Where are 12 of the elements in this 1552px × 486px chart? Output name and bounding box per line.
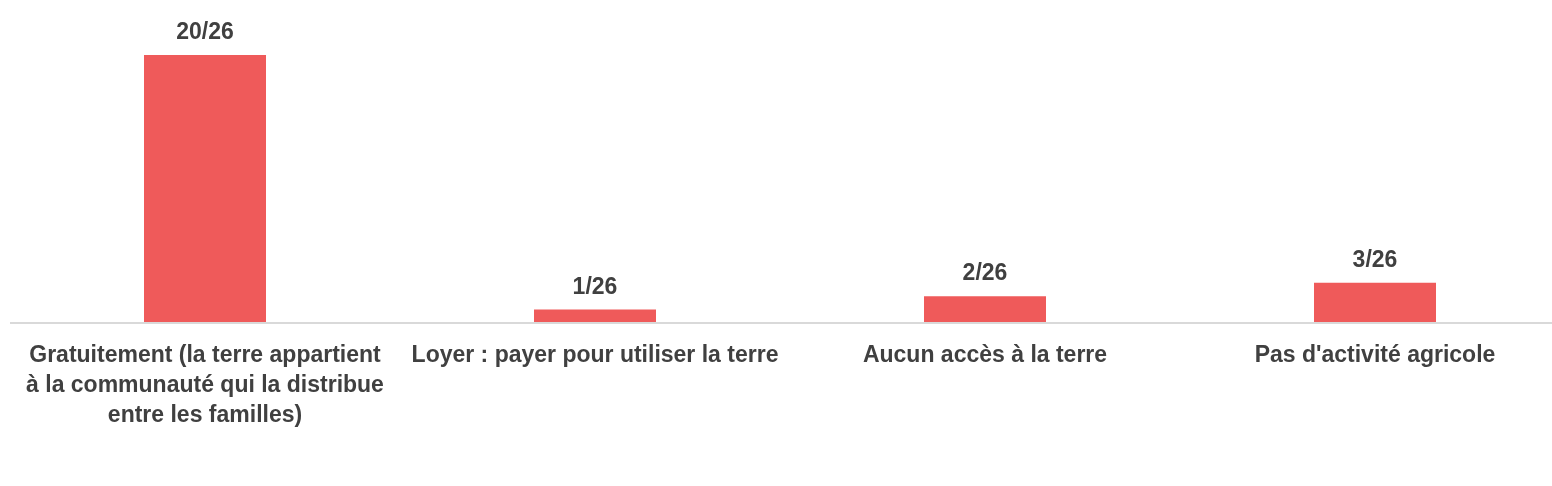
x-tick-label: Loyer : payer pour utiliser la terre (410, 340, 780, 369)
bar (534, 309, 656, 323)
bar (144, 55, 266, 323)
bar (924, 296, 1046, 323)
data-label: 2/26 (962, 259, 1008, 286)
x-tick-label: Gratuitement (la terre appartient à la communauté qui la distribue entre les familles) (25, 340, 385, 429)
data-label: 1/26 (572, 272, 618, 299)
data-label: 20/26 (176, 18, 234, 44)
x-tick-label: Aucun accès à la terre (861, 340, 1109, 369)
data-label: 3/26 (1352, 245, 1398, 272)
x-tick-label: Pas d'activité agricole (1253, 340, 1497, 369)
bar (1314, 282, 1436, 323)
